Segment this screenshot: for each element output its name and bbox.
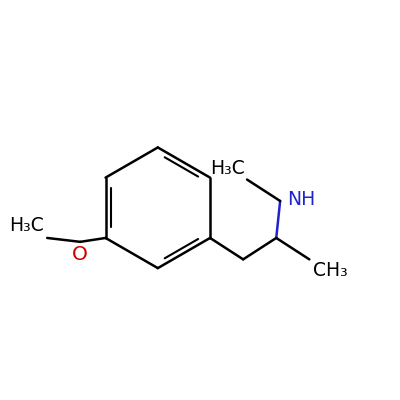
Text: NH: NH xyxy=(287,190,316,208)
Text: H₃C: H₃C xyxy=(210,159,245,178)
Text: CH₃: CH₃ xyxy=(313,261,348,280)
Text: H₃C: H₃C xyxy=(9,216,44,235)
Text: O: O xyxy=(72,245,88,264)
